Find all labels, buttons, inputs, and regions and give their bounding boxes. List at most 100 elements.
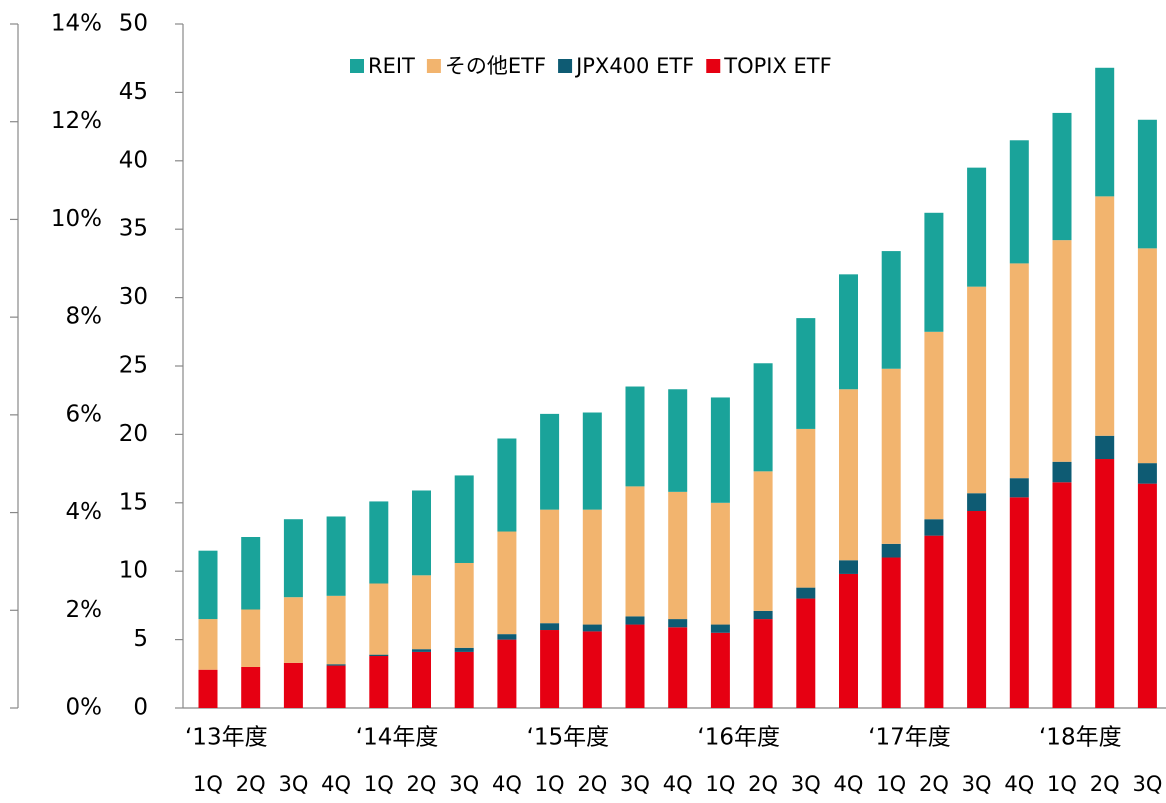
bar-segment — [625, 624, 645, 708]
x-tick-label: 3Q — [1132, 772, 1162, 796]
x-group-label: ‘14年度 — [356, 725, 439, 751]
bar-segment — [967, 511, 987, 708]
bar-segment — [454, 562, 474, 648]
y-tick-label: 30 — [119, 284, 148, 310]
y-tick-label: 40 — [119, 147, 148, 173]
bar-segment — [283, 662, 303, 708]
bar-segment — [924, 212, 944, 332]
bar-segment — [924, 331, 944, 520]
bar-segment — [753, 610, 773, 620]
x-group-label: ‘15年度 — [527, 725, 610, 751]
bar-segment — [839, 389, 858, 561]
legend-label: REIT — [368, 54, 415, 78]
bar-segment — [1137, 483, 1157, 708]
y-tick-label: 5 — [133, 626, 148, 652]
x-tick-label: 2Q — [919, 772, 949, 796]
bar-segment — [454, 475, 474, 563]
x-tick-label: 4Q — [492, 772, 522, 796]
bar-segment — [412, 575, 431, 650]
y2-tick-label: 14% — [51, 11, 102, 37]
y-tick-label: 10 — [119, 558, 148, 584]
bar-segment — [582, 509, 602, 625]
bar-segment — [326, 664, 346, 666]
bar-segment — [753, 471, 773, 611]
x-tick-label: 4Q — [1004, 772, 1034, 796]
bar-segment — [369, 656, 389, 708]
bar-segment — [625, 616, 645, 625]
x-group-label: ‘18年度 — [1039, 725, 1122, 751]
bar-segment — [198, 669, 218, 708]
bar-segment — [540, 509, 560, 624]
bar-segment — [241, 666, 261, 708]
bar-segment — [881, 557, 901, 708]
bar-segment — [924, 519, 944, 536]
bar-segment — [668, 389, 688, 492]
x-tick-label: 1Q — [193, 772, 223, 796]
bar-segment — [1095, 67, 1115, 197]
y2-tick-label: 6% — [66, 401, 103, 427]
bar-segment — [668, 491, 688, 620]
bar-segment — [1095, 459, 1115, 708]
x-tick-label: 1Q — [1047, 772, 1077, 796]
bar-segment — [198, 550, 218, 620]
bar-segment — [1052, 482, 1072, 708]
bar-segment — [1052, 240, 1072, 462]
bar-segment — [198, 619, 218, 670]
bar-segment — [881, 251, 901, 369]
bar-segment — [241, 609, 261, 667]
y-tick-label: 0 — [133, 695, 148, 721]
bar-segment — [497, 634, 517, 640]
bar-segment — [796, 428, 816, 588]
x-tick-label: 3Q — [620, 772, 650, 796]
x-group-label: ‘16年度 — [697, 725, 780, 751]
y-tick-label: 20 — [119, 421, 148, 447]
x-tick-label: 2Q — [1090, 772, 1120, 796]
bar-segment — [1009, 478, 1029, 498]
x-tick-label: 1Q — [876, 772, 906, 796]
y2-tick-label: 12% — [51, 108, 102, 134]
bar-segment — [839, 274, 858, 390]
x-tick-label: 1Q — [364, 772, 394, 796]
bar-segment — [796, 598, 816, 708]
bar-segment — [241, 537, 261, 610]
bar-segment — [283, 597, 303, 663]
bar-segment — [668, 619, 688, 628]
legend-label: TOPIX ETF — [723, 54, 831, 78]
bar-segment — [369, 583, 389, 655]
bar-segment — [540, 413, 560, 510]
y-tick-label: 15 — [119, 489, 148, 515]
legend-label: その他ETF — [445, 54, 546, 78]
bar-segment — [839, 573, 858, 708]
bar-segment — [753, 363, 773, 472]
bar-segment — [1137, 248, 1157, 464]
bar-segment — [881, 368, 901, 544]
bar-segment — [1052, 461, 1072, 483]
y-tick-label: 25 — [119, 353, 148, 379]
bar-segment — [497, 438, 517, 532]
legend-swatch — [558, 59, 573, 73]
bar-segment — [1095, 435, 1115, 460]
bar-segment — [881, 543, 901, 558]
x-group-label: ‘13年度 — [185, 725, 268, 751]
bar-segment — [1009, 497, 1029, 708]
bar-segment — [497, 639, 517, 708]
bar-segment — [369, 654, 389, 657]
bar-segment — [625, 386, 645, 487]
bar-segment — [710, 624, 730, 633]
bar-segment — [668, 627, 688, 708]
bar-segment — [283, 519, 303, 598]
bar-segment — [582, 631, 602, 708]
x-tick-label: 4Q — [321, 772, 351, 796]
y-tick-label: 45 — [119, 79, 148, 105]
x-tick-label: 3Q — [449, 772, 479, 796]
x-tick-label: 2Q — [407, 772, 437, 796]
bar-segment — [326, 665, 346, 708]
x-tick-label: 4Q — [834, 772, 864, 796]
bar-segment — [796, 587, 816, 599]
y2-tick-label: 4% — [66, 499, 103, 525]
bar-segment — [796, 318, 816, 429]
bar-segment — [497, 531, 517, 635]
bar-segment — [540, 623, 560, 631]
x-tick-label: 2Q — [236, 772, 266, 796]
